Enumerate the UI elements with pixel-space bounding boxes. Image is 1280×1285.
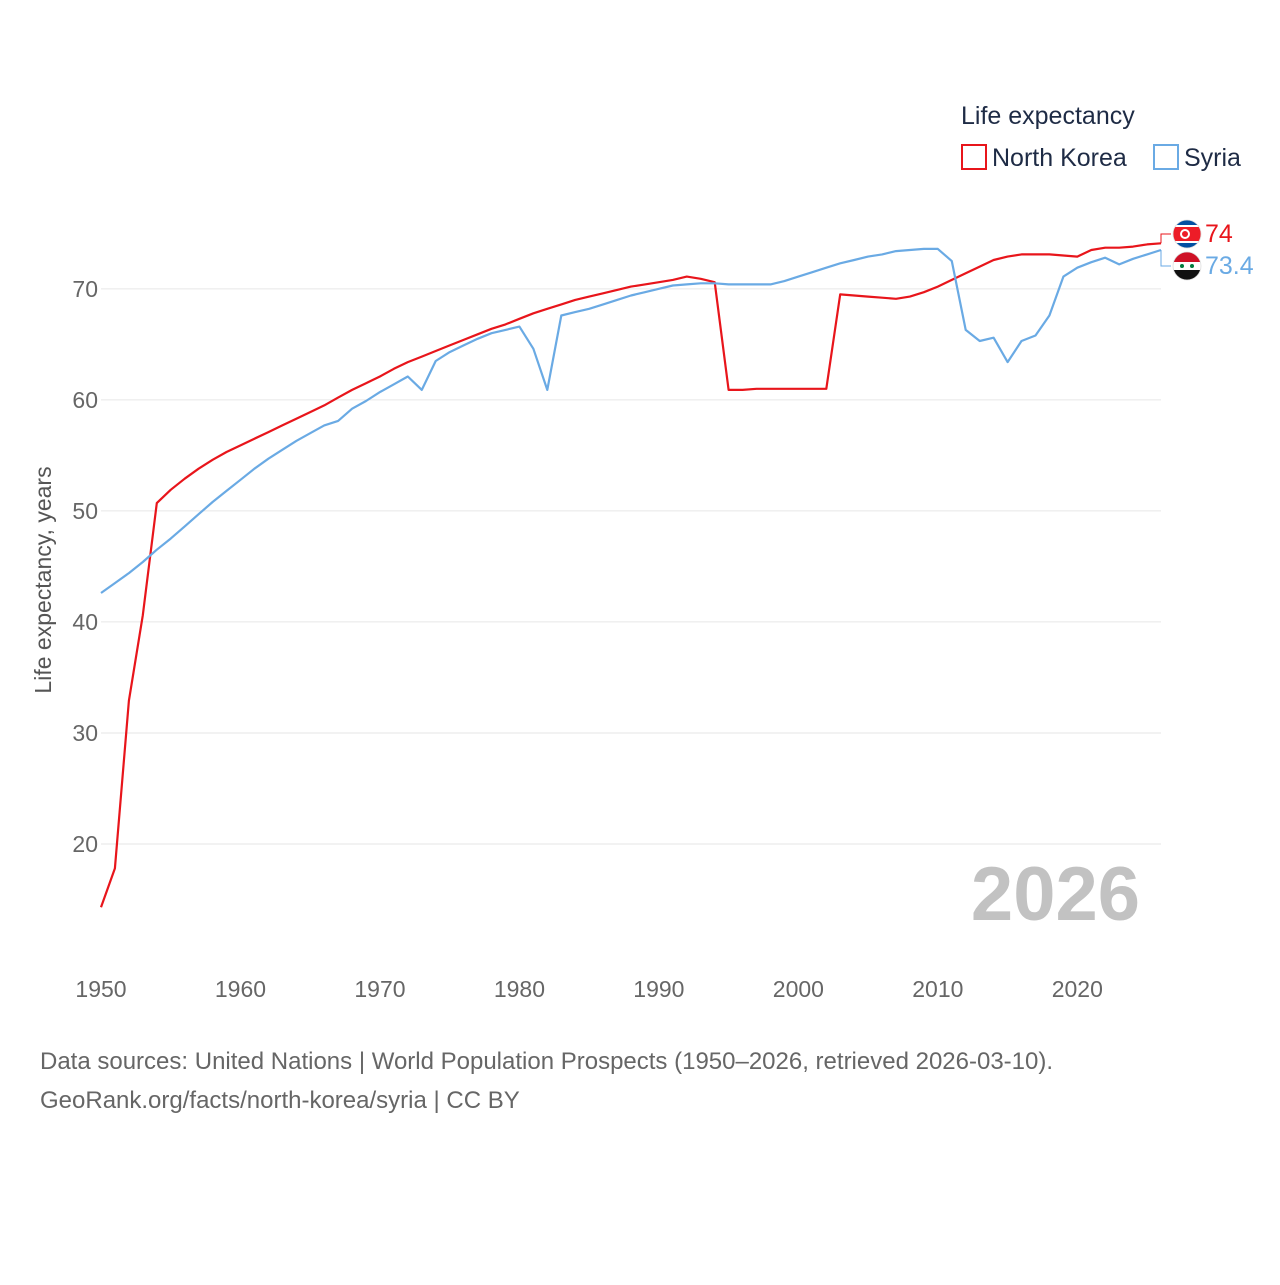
year-watermark: 2026	[971, 852, 1140, 937]
data-source-note: Data sources: United Nations | World Pop…	[40, 1042, 1240, 1120]
north-korea-flag-icon	[1172, 219, 1202, 249]
x-tick-label-2010: 2010	[912, 976, 963, 1002]
legend: Life expectancy North Korea Syria	[961, 102, 1241, 172]
y-axis-label: Life expectancy, years	[30, 466, 56, 693]
legend-label-north-korea: North Korea	[992, 144, 1127, 172]
x-tick-label-1990: 1990	[633, 976, 684, 1002]
end-connector-north-korea	[1160, 233, 1171, 244]
series-lines	[99, 242, 1162, 908]
end-labels: 74 73.4	[1160, 219, 1254, 281]
y-tick-label-70: 70	[72, 276, 98, 302]
end-value-label-syria: 73.4	[1205, 252, 1254, 280]
series-line-north-korea	[99, 242, 1162, 908]
legend-item-syria[interactable]: Syria	[1153, 144, 1241, 172]
x-tick-label-2020: 2020	[1052, 976, 1103, 1002]
x-tick-label-2000: 2000	[773, 976, 824, 1002]
source-line: Data sources: United Nations | World Pop…	[40, 1048, 1054, 1075]
end-connector-syria	[1160, 249, 1171, 267]
y-axis-ticks: 20 30 40 50 60 70	[72, 276, 98, 857]
y-tick-label-30: 30	[72, 720, 98, 746]
y-tick-label-60: 60	[72, 387, 98, 413]
x-tick-label-1950: 1950	[75, 976, 126, 1002]
y-tick-label-50: 50	[72, 498, 98, 524]
x-tick-label-1980: 1980	[494, 976, 545, 1002]
y-tick-label-20: 20	[72, 831, 98, 857]
credit-line: GeoRank.org/facts/north-korea/syria | CC…	[40, 1087, 520, 1114]
x-tick-label-1960: 1960	[215, 976, 266, 1002]
end-value-label-north-korea: 74	[1205, 220, 1233, 248]
x-axis-ticks: 1950 1960 1970 1980 1990 2000 2010 2020	[75, 976, 1102, 1002]
series-line-syria	[100, 247, 1162, 594]
syria-flag-icon	[1172, 251, 1202, 281]
y-tick-label-40: 40	[72, 609, 98, 635]
legend-swatch-north-korea	[961, 144, 987, 170]
gridlines	[101, 288, 1161, 845]
legend-item-north-korea[interactable]: North Korea	[961, 144, 1127, 172]
legend-title: Life expectancy	[961, 102, 1135, 130]
legend-label-syria: Syria	[1184, 144, 1241, 172]
x-tick-label-1970: 1970	[354, 976, 405, 1002]
legend-swatch-syria	[1153, 144, 1179, 170]
